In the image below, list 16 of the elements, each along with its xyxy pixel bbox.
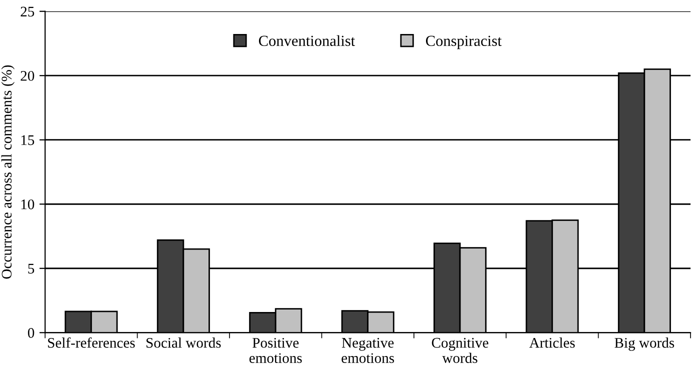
x-tick-label: Articles	[529, 338, 575, 348]
y-tick-label: 5	[28, 264, 34, 274]
x-tick-label: Social words	[146, 338, 221, 348]
y-tick-label: 10	[21, 199, 34, 210]
y-tick-label: 20	[20, 70, 34, 81]
y-axis-title: Occurrence across all comments (%)	[1, 65, 15, 279]
legend-label: Conventionalist	[258, 35, 355, 46]
x-tick-label: Big words	[614, 338, 674, 351]
y-tick-label: 15	[21, 135, 34, 146]
y-tick-label: 25	[20, 6, 34, 17]
x-tick-label: Negative emotions	[342, 338, 394, 364]
x-tick-label: Self-references	[48, 337, 135, 348]
y-tick-label: 0	[28, 328, 34, 338]
x-tick-label: Positive emotions	[249, 338, 302, 364]
legend-label: Conspiracist	[426, 36, 502, 50]
x-tick-label: Cognitive words	[432, 338, 488, 364]
